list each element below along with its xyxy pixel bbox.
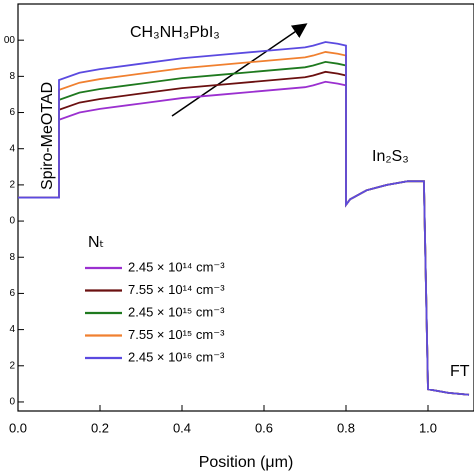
x-tick-label: 0.8 (337, 420, 355, 435)
y-tick-label: 8 (9, 71, 15, 82)
legend-label: 7.55 × 10¹⁴ cm⁻³ (128, 282, 225, 297)
legend-label: 2.45 × 10¹⁶ cm⁻³ (128, 349, 225, 364)
y-tick-label: 2 (9, 180, 15, 191)
plot-frame (17, 3, 474, 412)
legend-label: 2.45 × 10¹⁵ cm⁻³ (128, 304, 225, 319)
annotation: CH₃NH₃PbI₃ (130, 24, 220, 41)
x-axis-label: Position (μm) (199, 454, 294, 471)
y-tick-label: 00 (4, 35, 16, 46)
x-tick-label: 0.0 (9, 420, 27, 435)
x-tick-label: 0.4 (173, 420, 191, 435)
annotation: FT (450, 363, 470, 380)
annotation: Spiro-MeOTAD (39, 82, 56, 190)
legend-title: Nₜ (88, 234, 104, 251)
y-tick-label: 6 (9, 107, 15, 118)
annotation: In₂S₃ (372, 148, 409, 165)
legend-label: 2.45 × 10¹⁴ cm⁻³ (128, 259, 225, 274)
x-tick-label: 0.6 (255, 420, 273, 435)
y-tick-label: 4 (9, 324, 15, 335)
y-tick-label: 0 (9, 397, 15, 408)
y-tick-label: 4 (9, 143, 15, 154)
series-line (18, 70, 470, 396)
x-tick-label: 0.2 (91, 420, 109, 435)
x-tick-label: 1.0 (419, 420, 437, 435)
series-line (18, 41, 470, 396)
series-line (18, 51, 470, 396)
legend-label: 7.55 × 10¹⁵ cm⁻³ (128, 327, 225, 342)
y-tick-label: 6 (9, 288, 15, 299)
y-tick-label: 0 (9, 216, 15, 227)
y-tick-label: 8 (9, 252, 15, 263)
y-tick-label: 2 (9, 360, 15, 371)
trend-arrow (171, 23, 308, 117)
series-line (18, 80, 470, 396)
